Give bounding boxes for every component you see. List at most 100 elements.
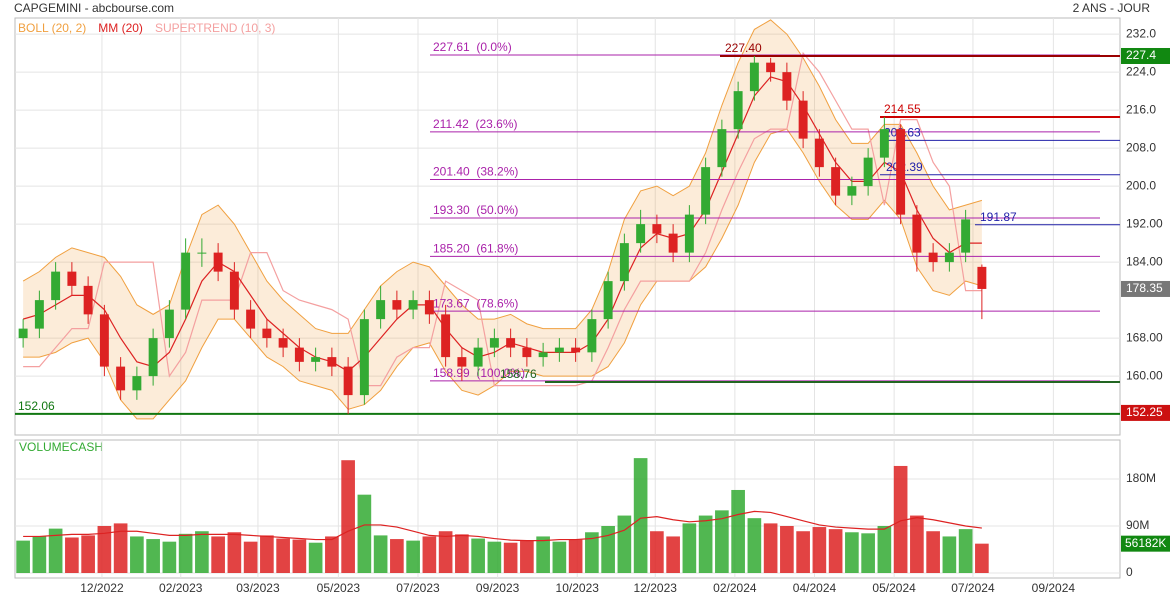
y-tick-label: 232.0	[1126, 26, 1156, 40]
volume-bar	[162, 541, 177, 573]
y-tick-label: 0	[1126, 565, 1133, 579]
volume-bar	[308, 542, 323, 573]
price-badge-label: 227.4	[1126, 48, 1156, 62]
volume-bar	[130, 536, 144, 573]
candle-body	[766, 62, 776, 73]
x-tick-label: 09/2023	[476, 581, 520, 595]
volume-bar	[16, 540, 30, 573]
x-tick-label: 09/2024	[1032, 581, 1076, 595]
candle-body	[522, 347, 532, 358]
candle-body	[246, 309, 256, 329]
candle-body	[148, 338, 158, 377]
volume-bar	[763, 523, 778, 573]
candle-body	[229, 271, 239, 310]
candle-body	[408, 300, 418, 310]
candle-body	[457, 357, 467, 367]
volume-bar	[780, 526, 794, 573]
candle-body	[506, 338, 516, 348]
fib-label: 201.40 (38.2%)	[433, 165, 518, 179]
candle-body	[34, 300, 44, 329]
price-panel	[14, 17, 1121, 436]
x-tick-label: 05/2023	[317, 581, 361, 595]
candle-body	[181, 252, 191, 310]
level-label: 227.40	[725, 41, 762, 55]
x-tick-label: 07/2023	[396, 581, 440, 595]
chart-title: CAPGEMINI - abcbourse.com	[14, 1, 174, 15]
x-tick-label: 04/2024	[793, 581, 837, 595]
candle-body	[213, 252, 223, 272]
y-tick-label: 168.00	[1126, 330, 1163, 344]
volume-bar	[568, 539, 583, 573]
legend-entry: SUPERTREND (10, 3)	[155, 21, 275, 35]
candle-body	[262, 328, 272, 339]
volume-bar	[390, 539, 404, 573]
candle-body	[684, 214, 694, 253]
candle-body	[814, 138, 824, 168]
volume-bar	[503, 542, 518, 573]
y-tick-label: 192.00	[1126, 216, 1163, 230]
candle-body	[717, 129, 727, 168]
volume-bar	[406, 540, 420, 573]
fib-label: 193.30 (50.0%)	[433, 203, 518, 217]
fib-label: 211.42 (23.6%)	[433, 117, 518, 131]
candle-body	[652, 224, 662, 234]
price-badge	[1121, 404, 1170, 421]
candle-body	[619, 243, 629, 282]
volume-bar	[65, 537, 79, 573]
y-tick-label: 160.00	[1126, 368, 1163, 382]
volume-bar	[552, 541, 567, 573]
volume-bar	[975, 543, 989, 573]
volume-bar	[926, 531, 940, 573]
volume-bar	[325, 536, 339, 573]
x-tick-label: 10/2023	[556, 581, 600, 595]
volume-bar	[715, 510, 729, 573]
candle-body	[538, 352, 548, 358]
volume-badge-label: 56182K	[1125, 536, 1166, 550]
x-tick-label: 12/2023	[634, 581, 678, 595]
candle-body	[944, 252, 954, 263]
level-label: 152.06	[18, 399, 55, 413]
candle-body	[197, 252, 207, 254]
x-tick-label: 02/2024	[713, 581, 757, 595]
volume-bar	[828, 529, 843, 573]
candle-body	[18, 328, 28, 339]
volume-bar	[146, 539, 160, 573]
legend-entry: BOLL (20, 2)	[18, 21, 86, 35]
price-badge-label: 178.35	[1126, 281, 1163, 295]
volume-bar	[861, 533, 875, 573]
volume-bar	[48, 528, 63, 573]
volume-bar	[373, 535, 388, 573]
candle-body	[51, 271, 61, 301]
volume-bar	[893, 465, 908, 573]
fib-label: 173.67 (78.6%)	[433, 296, 518, 310]
candle-body	[831, 167, 841, 196]
candle-body	[99, 314, 109, 367]
x-tick-label: 05/2024	[872, 581, 916, 595]
volume-bar	[796, 531, 810, 573]
fib-label: 158.99 (100.0%)	[433, 366, 525, 380]
volume-bar	[520, 540, 534, 573]
volume-bar	[845, 532, 859, 573]
legend-entry: MM (20)	[98, 21, 143, 35]
volume-bar	[97, 526, 112, 573]
candle-body	[83, 285, 93, 315]
volume-bar	[455, 534, 469, 573]
volume-bar	[910, 515, 924, 573]
volume-bar	[617, 515, 632, 573]
candle-body	[132, 376, 142, 391]
candle-body	[879, 129, 889, 158]
candle-body	[863, 157, 873, 187]
candle-body	[67, 271, 77, 286]
candle-body	[116, 366, 126, 391]
candle-body	[587, 319, 597, 353]
y-tick-label: 224.0	[1126, 64, 1156, 78]
y-tick-label: 216.0	[1126, 102, 1156, 116]
volume-bar	[32, 536, 47, 573]
volume-bar	[942, 536, 957, 573]
candle-body	[798, 100, 808, 139]
candle-body	[392, 300, 402, 310]
volume-bar	[487, 541, 502, 573]
volume-bar	[731, 489, 745, 573]
volume-bar	[536, 536, 550, 573]
fib-label: 185.20 (61.8%)	[433, 242, 518, 256]
